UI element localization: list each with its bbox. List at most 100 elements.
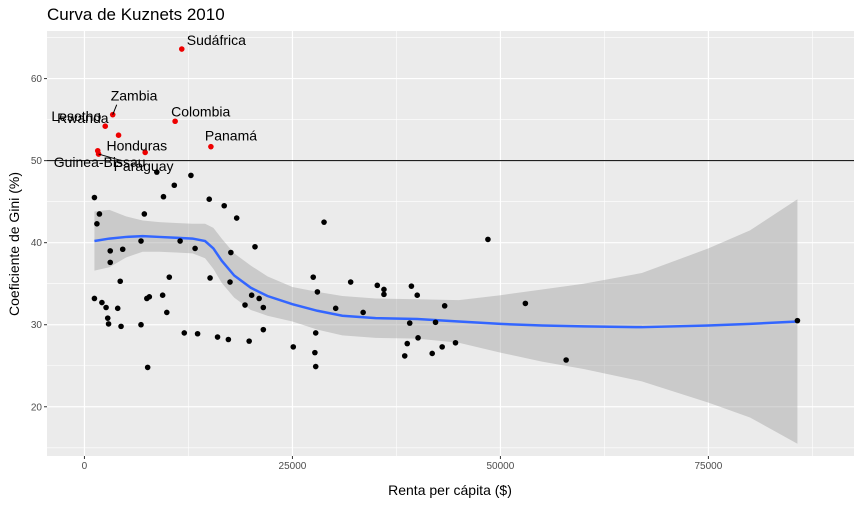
data-point: [146, 294, 153, 300]
data-point: [207, 275, 213, 281]
data-point: [260, 304, 267, 311]
country-label: Guinea-Bissau: [54, 154, 146, 170]
y-tick-label: 40: [31, 238, 43, 249]
data-point: [242, 302, 248, 308]
data-point: [432, 319, 439, 326]
highlighted-point: [102, 123, 109, 129]
data-point: [160, 193, 167, 200]
data-point: [177, 238, 183, 244]
data-point: [439, 344, 445, 350]
smooth-curve: [94, 234, 798, 329]
highlighted-point: [142, 149, 148, 156]
data-point: [381, 286, 387, 293]
data-point: [310, 274, 317, 280]
country-label: Zambia: [111, 88, 158, 104]
data-point: [248, 292, 255, 298]
data-point: [91, 194, 98, 201]
data-point: [227, 279, 233, 285]
data-point: [452, 339, 459, 346]
data-point: [103, 304, 109, 311]
data-point: [96, 211, 103, 217]
data-point: [360, 309, 366, 316]
chart-title: Curva de Kuznets 2010: [47, 5, 225, 24]
data-point: [181, 330, 188, 336]
data-point: [118, 323, 124, 330]
data-point: [414, 292, 421, 298]
data-point: [228, 249, 234, 256]
data-point: [171, 182, 178, 189]
data-point: [347, 279, 354, 285]
country-label: Panamá: [205, 128, 257, 144]
data-point: [256, 295, 262, 302]
data-point: [321, 219, 327, 225]
data-point: [252, 243, 258, 250]
data-point: [260, 326, 267, 333]
data-point: [401, 353, 408, 359]
data-point: [408, 283, 415, 289]
label-leader-line: [98, 153, 120, 161]
y-tick-label: 50: [31, 156, 43, 167]
data-point: [522, 300, 529, 307]
data-point: [159, 292, 166, 298]
data-point: [221, 202, 228, 209]
data-point: [441, 303, 448, 309]
data-point: [164, 309, 170, 316]
data-point: [312, 349, 318, 356]
data-point: [312, 363, 319, 370]
data-point: [794, 317, 801, 324]
data-point: [563, 357, 569, 363]
data-point: [104, 315, 111, 321]
data-point: [107, 259, 114, 266]
data-point: [404, 340, 411, 347]
highlighted-point: [115, 132, 122, 138]
x-tick-label: 0: [82, 461, 88, 472]
data-point: [99, 299, 105, 306]
country-label: Colombia: [171, 103, 230, 119]
data-point: [94, 221, 100, 227]
minor-gridlines: [47, 31, 854, 456]
x-tick-label: 50000: [487, 461, 515, 472]
data-point: [117, 278, 124, 285]
data-point: [374, 282, 381, 289]
scatter-points: [91, 169, 801, 371]
highlighted-point: [95, 151, 102, 157]
data-point: [91, 295, 98, 302]
y-tick-label: 60: [31, 74, 43, 85]
data-point: [192, 245, 198, 252]
data-point: [290, 344, 297, 350]
highlighted-point: [208, 143, 214, 150]
data-point: [188, 172, 194, 179]
data-point: [114, 305, 121, 312]
data-point: [406, 320, 413, 326]
label-leader-line: [112, 104, 118, 115]
y-tick-label: 30: [31, 320, 43, 331]
data-point: [429, 350, 435, 357]
data-point: [214, 334, 221, 340]
country-label: Paraguay: [114, 158, 174, 174]
data-point: [166, 274, 173, 280]
y-axis-ticks: 20 30 40 50 60: [31, 74, 47, 413]
data-point: [138, 321, 144, 328]
country-label: Lesotho: [51, 108, 101, 124]
data-point: [119, 246, 126, 253]
data-point: [105, 321, 112, 327]
data-point: [312, 330, 319, 336]
highlighted-point: [172, 118, 178, 125]
data-point: [381, 291, 387, 298]
data-point: [141, 211, 148, 217]
data-point: [485, 236, 491, 243]
y-axis-title: Coeficiente de Gini (%): [6, 172, 22, 316]
data-point: [194, 330, 201, 337]
data-point: [107, 248, 114, 254]
data-point: [225, 336, 232, 343]
data-point: [246, 338, 252, 344]
country-label: Honduras: [106, 137, 167, 153]
highlighted-points: [94, 46, 214, 157]
data-point: [415, 335, 421, 341]
smooth-line: [94, 234, 798, 329]
data-point: [138, 238, 144, 244]
data-point: [332, 305, 339, 312]
data-point: [154, 169, 160, 175]
country-label: Sudáfrica: [187, 32, 246, 48]
